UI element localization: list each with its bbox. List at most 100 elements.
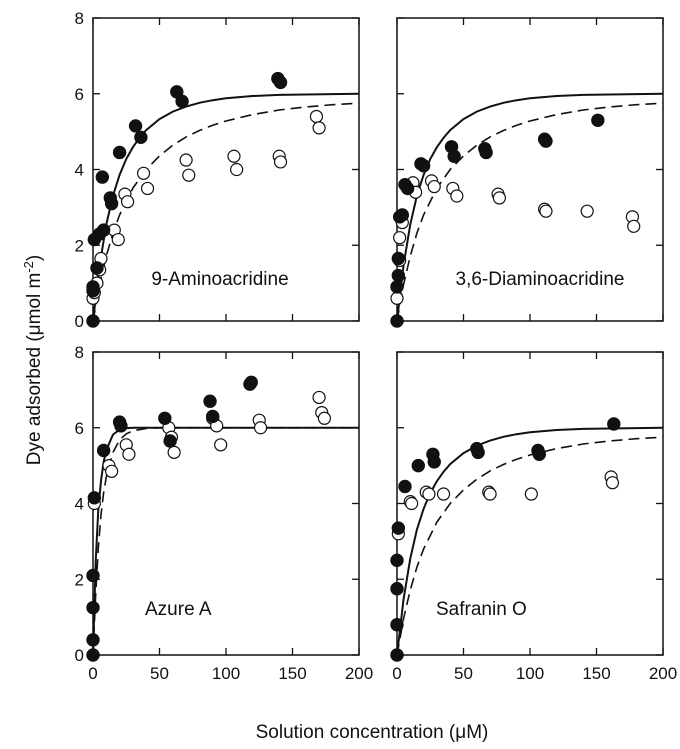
open-data-point [122, 447, 136, 461]
open-data-point [450, 189, 464, 203]
filled-data-point [607, 417, 621, 431]
filled-data-point [591, 113, 605, 127]
open-data-point [230, 162, 244, 177]
open-data-point [317, 411, 332, 425]
filled-data-point [104, 196, 119, 211]
filled-data-point [128, 119, 143, 133]
filled-data-point [86, 280, 100, 294]
dashed-fit-curve [396, 436, 664, 656]
open-data-point [253, 421, 268, 435]
filled-data-point [175, 94, 189, 109]
filled-data-point [86, 600, 100, 615]
open-data-point [422, 487, 436, 501]
open-data-point [227, 149, 241, 163]
open-data-point [105, 464, 119, 478]
open-data-point [605, 476, 620, 490]
open-data-point [483, 487, 497, 501]
x-tick-label: 50 [454, 664, 473, 683]
filled-data-point [471, 445, 485, 460]
y-tick-label: 6 [75, 419, 84, 438]
y-tick-label: 2 [75, 570, 84, 589]
panels-group: 0 2 4 6 8 9-Aminoacridine 3,6-Diaminoacridine 0… [75, 9, 678, 683]
filled-data-point [86, 568, 100, 583]
y-tick-label: 4 [75, 161, 84, 180]
open-data-point [140, 181, 155, 196]
open-data-point [167, 445, 181, 459]
open-data-point [580, 204, 594, 218]
x-tick-label: 200 [649, 664, 677, 683]
open-data-point [312, 390, 326, 405]
filled-data-point [390, 280, 404, 294]
filled-data-point [447, 149, 461, 163]
panel-3: 0 50 100 150 200 0 2 4 6 8 Azure A [75, 343, 374, 683]
y-tick-label: 0 [75, 646, 84, 665]
panel-1: 0 2 4 6 8 9-Aminoacridine [75, 9, 360, 331]
filled-data-point [390, 582, 404, 596]
y-tick-label: 4 [75, 495, 84, 514]
filled-data-point [203, 394, 217, 408]
y-axis-label-close: ) [24, 255, 45, 261]
open-data-point [182, 168, 196, 182]
dashed-fit-curve [92, 102, 360, 322]
open-data-point [627, 219, 641, 233]
open-data-point [539, 204, 553, 218]
open-data-point [273, 155, 288, 169]
filled-data-point [96, 443, 111, 458]
filled-data-point [427, 455, 441, 469]
panel-label: Azure A [145, 599, 212, 620]
filled-data-point [96, 223, 111, 237]
filled-data-point [244, 375, 258, 389]
filled-data-point [532, 447, 547, 461]
filled-data-point [479, 145, 493, 160]
filled-data-point [390, 553, 404, 568]
panel-4: 0 50 100 150 200 Safranin O [390, 351, 677, 683]
x-tick-label: 150 [582, 664, 610, 683]
filled-data-point [539, 134, 553, 148]
filled-data-point [114, 419, 128, 433]
y-tick-label: 6 [75, 85, 84, 104]
filled-data-point [112, 145, 127, 160]
filled-data-point [273, 75, 288, 90]
solid-fit-curve [92, 426, 359, 656]
dashed-fit-curve [92, 427, 359, 656]
open-data-point [390, 291, 404, 305]
filled-data-point [87, 491, 102, 505]
filled-data-point [390, 314, 404, 328]
filled-data-point [95, 170, 110, 184]
open-data-point [436, 487, 451, 501]
open-data-point [492, 191, 507, 205]
solid-fit-curve [92, 92, 360, 322]
filled-data-point [411, 458, 425, 473]
x-tick-label: 200 [345, 664, 373, 683]
dashed-fit-curve [396, 102, 664, 322]
y-tick-label: 0 [75, 312, 84, 331]
y-axis-label: Dye adsorbed (μmol m-2) [21, 255, 45, 465]
panel-label: 9-Aminoacridine [151, 269, 288, 290]
x-tick-label: 0 [392, 664, 401, 683]
filled-data-point [398, 479, 412, 494]
filled-data-point [86, 633, 100, 647]
panel-2: 3,6-Diaminoacridine [390, 17, 664, 328]
filled-data-point [391, 251, 406, 266]
x-tick-label: 100 [516, 664, 544, 683]
x-axis-label: Solution concentration (μM) [256, 722, 489, 743]
y-tick-label: 8 [75, 9, 84, 28]
filled-data-point [206, 409, 220, 424]
filled-data-point [86, 648, 100, 662]
open-data-point [427, 179, 441, 194]
open-data-point [214, 438, 228, 452]
open-data-point [120, 195, 135, 209]
filled-data-point [90, 261, 104, 275]
filled-data-point [391, 521, 406, 535]
y-axis-label-text: Dye adsorbed (μmol m [24, 273, 45, 466]
panel-label: Safranin O [436, 599, 527, 620]
x-tick-label: 150 [278, 664, 306, 683]
filled-data-point [86, 314, 100, 328]
open-data-point [312, 121, 326, 135]
filled-data-point [391, 268, 406, 283]
filled-data-point [390, 618, 404, 632]
open-data-point [111, 232, 125, 247]
y-tick-label: 2 [75, 236, 84, 255]
x-tick-label: 0 [88, 664, 97, 683]
